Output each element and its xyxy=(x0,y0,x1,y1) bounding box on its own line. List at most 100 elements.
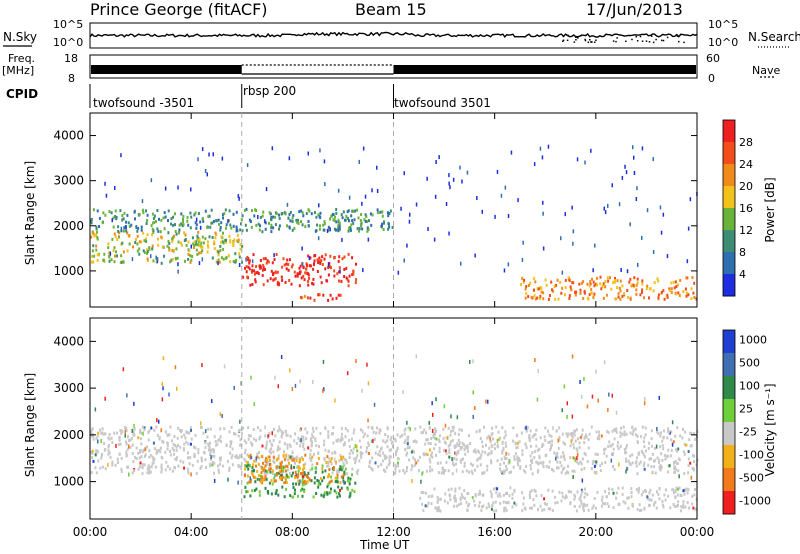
power-scatter-cell xyxy=(239,247,242,251)
velocity-scatter-cell xyxy=(265,458,268,462)
velocity-scatter-cell xyxy=(449,443,452,447)
power-scatter-cell xyxy=(217,261,219,266)
power-scatter-cell xyxy=(136,229,139,233)
velocity-scatter-cell xyxy=(249,434,252,438)
velocity-scatter-cell xyxy=(182,460,185,464)
velocity-scatter-cell xyxy=(372,439,374,443)
velocity-scatter-cell xyxy=(505,451,507,456)
velocity-scatter-cell xyxy=(162,386,164,391)
velocity-scatter-cell xyxy=(414,463,417,467)
power-scatter-cell xyxy=(669,288,671,292)
velocity-scatter-cell xyxy=(212,450,215,454)
velocity-colorbar-tick: -25 xyxy=(739,426,757,439)
power-scatter-cell xyxy=(381,214,384,218)
velocity-scatter-cell xyxy=(317,457,320,460)
power-scatter-cell xyxy=(324,267,327,271)
velocity-scatter-cell xyxy=(502,493,505,497)
power-scatter-cell xyxy=(274,277,277,281)
power-scatter-cell xyxy=(262,283,265,287)
power-scatter-cell xyxy=(541,155,544,160)
power-scatter-cell xyxy=(202,241,205,245)
power-scatter-cell xyxy=(183,239,186,243)
velocity-scatter-cell xyxy=(336,473,339,477)
velocity-scatter-cell xyxy=(177,464,180,468)
power-scatter-cell xyxy=(678,294,681,297)
velocity-scatter-cell xyxy=(624,451,627,455)
velocity-scatter-cell xyxy=(168,433,171,437)
x-tick-label: 04:00 xyxy=(174,525,209,539)
velocity-scatter-cell xyxy=(578,497,581,501)
velocity-scatter-cell xyxy=(94,453,97,457)
power-scatter-cell xyxy=(319,216,322,220)
power-scatter-cell xyxy=(461,179,463,184)
power-scatter-cell xyxy=(248,218,251,222)
velocity-scatter-cell xyxy=(580,488,583,492)
velocity-scatter-cell xyxy=(577,437,579,441)
velocity-scatter-cell xyxy=(551,439,554,443)
power-scatter-cell xyxy=(275,212,278,216)
velocity-scatter-cell xyxy=(640,493,643,497)
power-scatter-cell xyxy=(174,256,177,260)
power-scatter-cell xyxy=(167,219,169,223)
power-scatter-cell xyxy=(533,277,536,280)
power-scatter-cell xyxy=(264,221,267,225)
power-scatter-cell xyxy=(433,237,436,242)
power-scatter-cell xyxy=(542,211,544,216)
velocity-scatter-cell xyxy=(474,406,476,410)
power-scatter-cell xyxy=(236,229,239,233)
power-scatter-cell xyxy=(146,213,149,217)
velocity-scatter-cell xyxy=(631,432,634,436)
power-scatter-cell xyxy=(256,271,259,274)
velocity-scatter-cell xyxy=(454,432,457,436)
velocity-scatter-cell xyxy=(338,494,341,498)
power-scatter-cell xyxy=(302,274,305,278)
velocity-scatter-cell xyxy=(495,509,498,513)
velocity-scatter-cell xyxy=(275,465,278,469)
power-scatter-cell xyxy=(289,210,292,214)
power-scatter-cell xyxy=(210,208,213,212)
velocity-scatter-cell xyxy=(487,434,490,438)
velocity-scatter-cell xyxy=(623,448,626,452)
power-scatter-cell xyxy=(549,294,551,298)
velocity-scatter-cell xyxy=(529,506,532,510)
power-scatter-cell xyxy=(209,225,212,229)
velocity-scatter-cell xyxy=(682,500,685,504)
velocity-scatter-cell xyxy=(576,452,579,457)
power-scatter-cell xyxy=(358,229,361,233)
velocity-scatter-cell xyxy=(375,431,378,435)
power-scatter-cell xyxy=(364,219,367,223)
velocity-scatter-cell xyxy=(100,431,103,435)
velocity-scatter-cell xyxy=(341,458,344,462)
velocity-scatter-cell xyxy=(207,427,210,431)
velocity-scatter-cell xyxy=(583,436,586,439)
power-scatter-cell xyxy=(350,223,353,227)
velocity-scatter-cell xyxy=(658,497,661,501)
velocity-scatter-cell xyxy=(676,493,679,497)
power-scatter-cell xyxy=(347,284,350,288)
velocity-scatter-cell xyxy=(528,493,531,497)
velocity-scatter-cell xyxy=(261,444,264,448)
velocity-scatter-cell xyxy=(432,435,435,439)
velocity-scatter-cell xyxy=(486,468,489,472)
velocity-scatter-cell xyxy=(263,466,266,470)
power-scatter-cell xyxy=(387,227,390,231)
power-scatter-cell xyxy=(95,248,98,252)
power-scatter-cell xyxy=(360,213,363,216)
power-scatter-cell xyxy=(242,275,245,279)
velocity-scatter-cell xyxy=(414,427,417,431)
velocity-scatter-cell xyxy=(607,430,610,434)
power-colorbar-segment xyxy=(723,208,735,231)
velocity-scatter-cell xyxy=(315,492,318,495)
velocity-scatter-cell xyxy=(469,359,471,364)
velocity-scatter-cell xyxy=(438,440,441,444)
velocity-scatter-cell xyxy=(583,509,585,513)
power-scatter-cell xyxy=(403,171,405,176)
velocity-scatter-cell xyxy=(295,442,298,446)
velocity-scatter-cell xyxy=(336,469,339,473)
velocity-scatter-cell xyxy=(427,441,430,445)
velocity-scatter-cell xyxy=(410,450,413,454)
power-scatter-cell xyxy=(689,197,692,202)
power-scatter-cell xyxy=(171,249,174,252)
power-scatter-cell xyxy=(635,292,638,296)
power-scatter-cell xyxy=(146,219,149,222)
